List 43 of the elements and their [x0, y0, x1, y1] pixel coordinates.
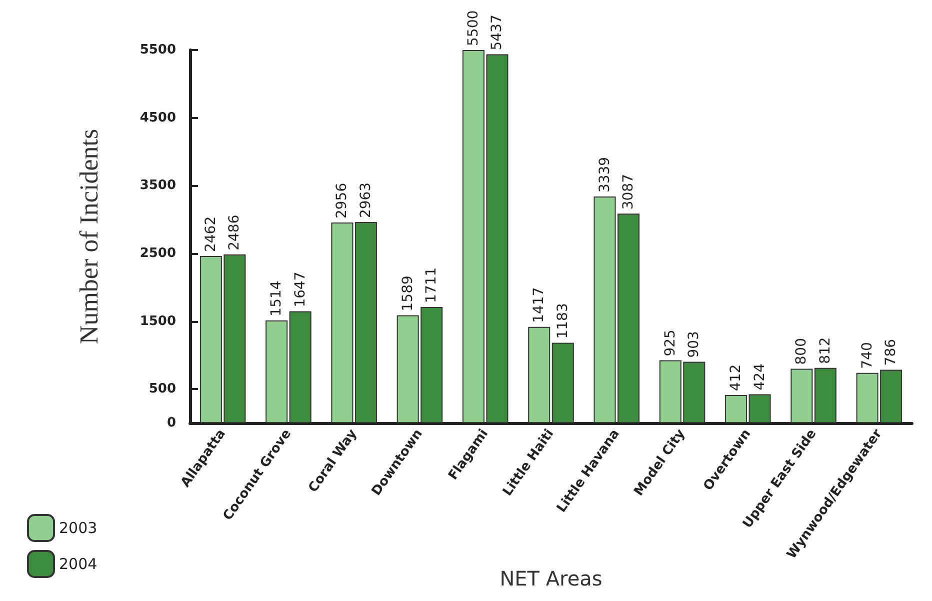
data-label: 2956: [334, 182, 350, 219]
data-label: 1647: [292, 272, 308, 308]
bar: [814, 368, 836, 423]
x-axis-title: NET Areas: [500, 566, 602, 591]
legend-label: 2004: [59, 555, 98, 573]
y-tick-label: 2500: [140, 246, 176, 261]
bar: [331, 222, 354, 423]
bar: [354, 222, 377, 423]
y-tick-label: 3500: [140, 178, 176, 194]
data-label: 1417: [531, 287, 548, 323]
data-label: 1589: [400, 276, 416, 312]
data-label: 786: [883, 338, 900, 366]
data-label: 412: [728, 364, 744, 392]
bar: [289, 311, 312, 423]
data-label: 3087: [620, 174, 637, 210]
data-label: 903: [686, 331, 702, 358]
data-label: 2486: [226, 214, 243, 250]
data-label: 2462: [202, 216, 219, 252]
data-label: 740: [859, 342, 876, 369]
bar: [725, 395, 748, 423]
y-tick-label: 500: [148, 382, 176, 397]
data-label: 1183: [554, 303, 571, 339]
y-tick-label: 1500: [140, 314, 176, 329]
y-tick-label: 5500: [140, 42, 176, 58]
data-label: 1514: [268, 280, 285, 316]
data-label: 424: [752, 363, 768, 390]
data-label: 1711: [424, 267, 440, 303]
bar: [748, 394, 771, 423]
bar: [790, 368, 813, 423]
y-axis-title: Number of Incidents: [74, 128, 104, 344]
bar: [528, 326, 550, 423]
data-label: 2963: [358, 182, 374, 218]
y-tick-label: 4500: [140, 110, 176, 126]
data-label: 925: [662, 330, 678, 356]
bar: [552, 342, 574, 423]
data-label: 812: [817, 337, 834, 364]
data-label: 5500: [465, 10, 482, 46]
data-label: 5437: [489, 14, 506, 50]
data-label: 3339: [596, 156, 613, 193]
data-label: 800: [794, 338, 810, 365]
bar: [266, 320, 288, 423]
y-tick-label: 0: [166, 416, 176, 430]
legend-label: 2003: [59, 519, 98, 537]
